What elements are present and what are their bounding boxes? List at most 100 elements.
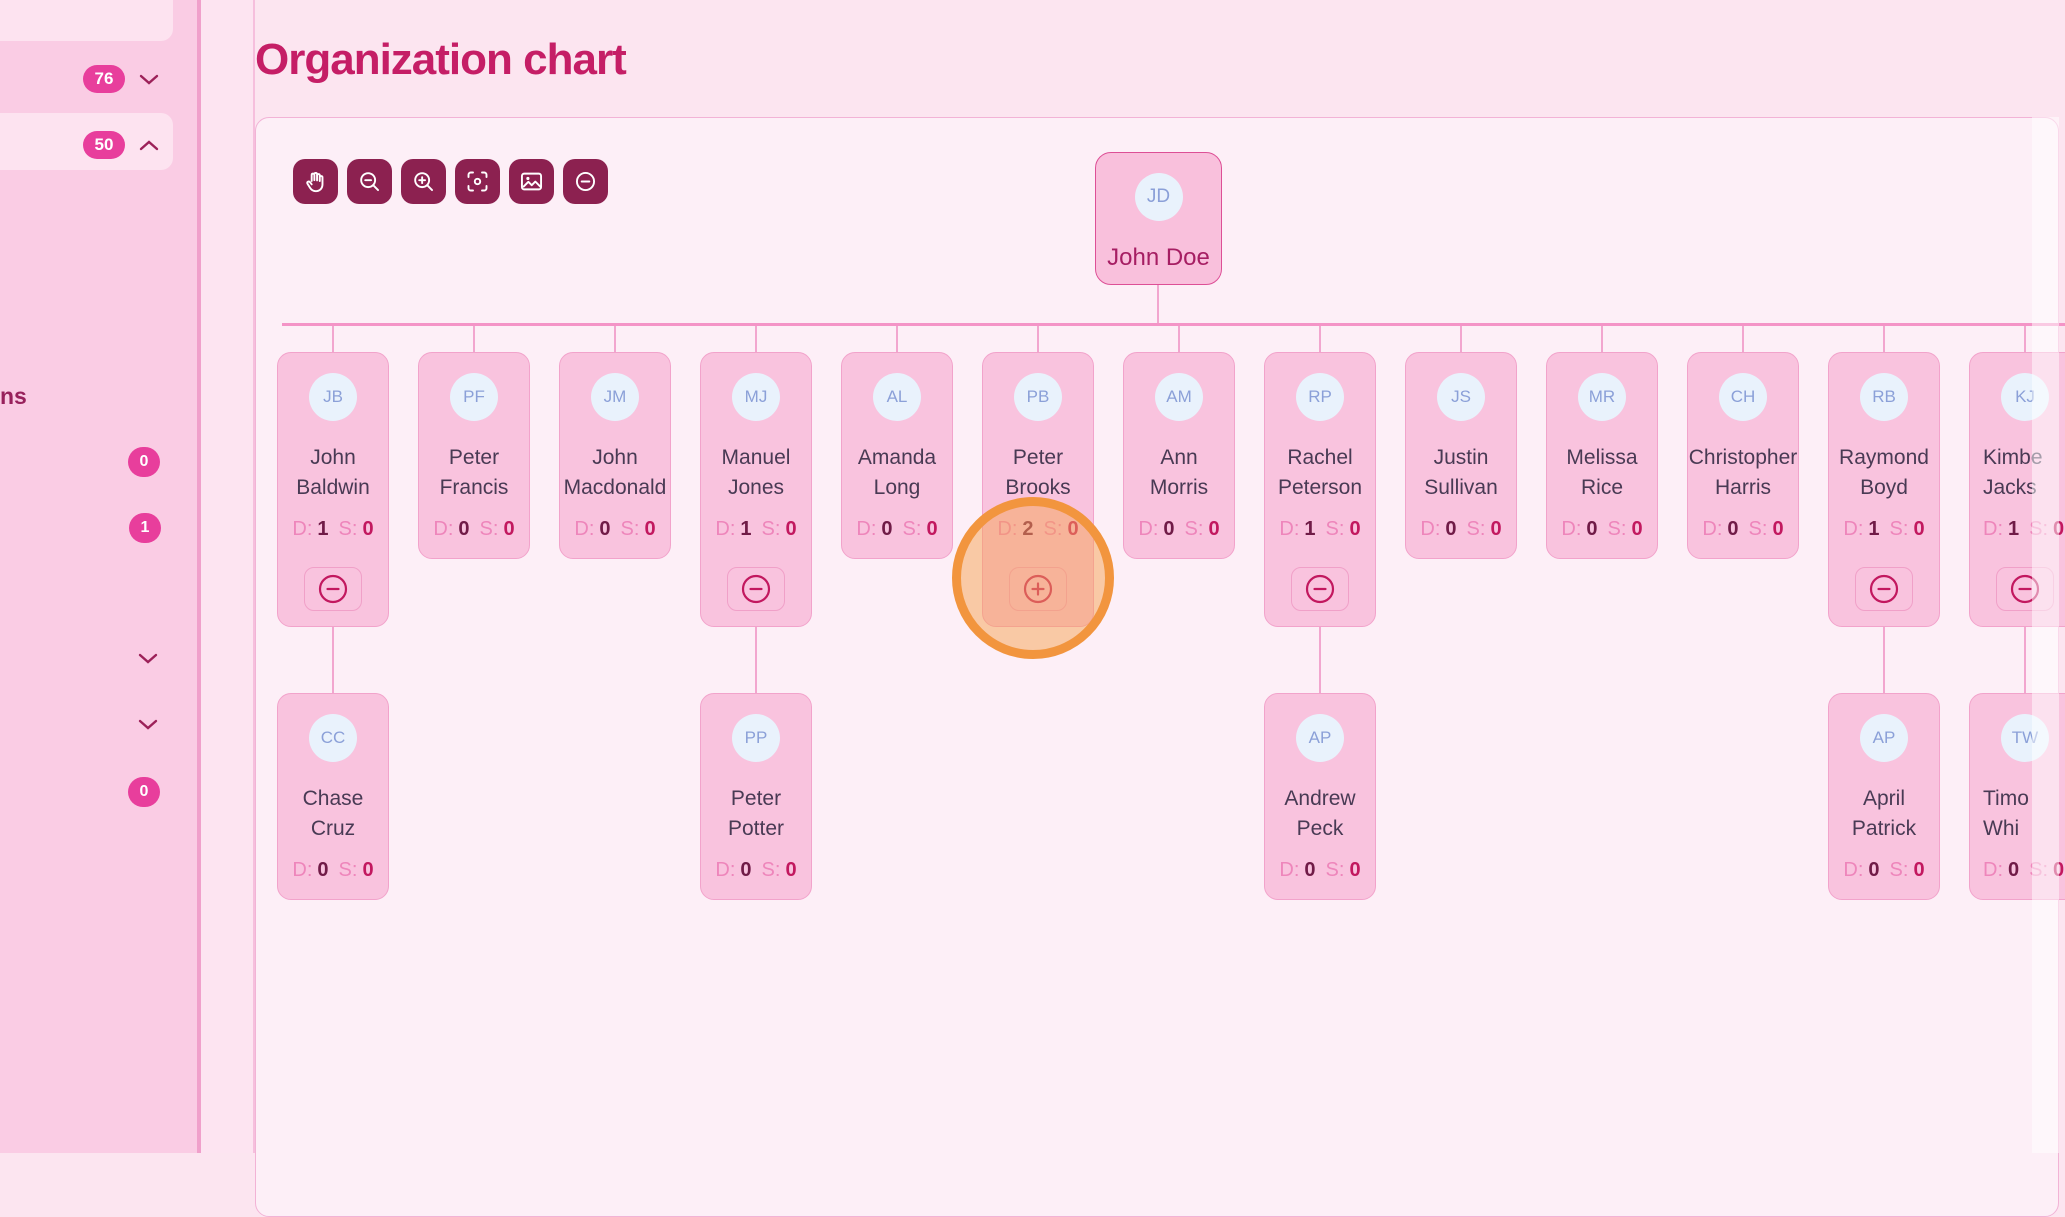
zoom-out-icon	[360, 172, 380, 192]
name-line-2: Boyd	[1860, 476, 1908, 499]
person-card[interactable]: JB John Baldwin D: 1 S: 0	[277, 352, 389, 627]
person-name: Justin Sullivan	[1406, 443, 1516, 503]
descendants-label: D:	[292, 859, 313, 881]
person-card[interactable]: RP Rachel Peterson D: 1 S: 0	[1264, 352, 1376, 627]
descendants-value: 0	[1727, 518, 1739, 540]
descendants-label: D:	[292, 518, 313, 540]
pan-tool-button[interactable]	[293, 159, 338, 204]
avatar-initials: RB	[1872, 387, 1896, 406]
siblings-value: 0	[1913, 518, 1925, 540]
person-name: Timo Whi	[1970, 784, 2065, 844]
expand-collapse-button[interactable]	[1855, 567, 1913, 611]
avatar-initials: CC	[320, 728, 346, 747]
screenshot-button[interactable]	[509, 159, 554, 204]
image-icon	[520, 172, 543, 191]
zoom-in-button[interactable]	[401, 159, 446, 204]
person-card[interactable]: CH Christopher Harris D: 0 S: 0	[1687, 352, 1799, 559]
siblings-value: 0	[1490, 518, 1502, 540]
avatar: MJ	[732, 373, 780, 421]
name-line-2: Jacks	[1983, 476, 2037, 499]
person-card[interactable]: AP April Patrick D: 0 S: 0	[1828, 693, 1940, 900]
person-card[interactable]: PP Peter Potter D: 0 S: 0	[700, 693, 812, 900]
avatar-initials: AP	[1872, 728, 1896, 747]
descendants-value: 0	[740, 859, 752, 881]
siblings-label: S:	[1325, 518, 1345, 540]
collapse-all-button[interactable]	[563, 159, 608, 204]
descendants-label: D:	[856, 518, 877, 540]
expand-collapse-button[interactable]	[727, 567, 785, 611]
sidebar-divider[interactable]	[197, 0, 201, 1153]
descendants-stats: D:1 S:0	[701, 518, 811, 541]
zoom-out-button[interactable]	[347, 159, 392, 204]
avatar: PP	[732, 714, 780, 762]
descendants-value: 1	[1304, 518, 1316, 540]
person-card[interactable]: JM John Macdonald D: 0 S: 0	[559, 352, 671, 559]
siblings-label: S:	[761, 518, 781, 540]
connector-line	[1883, 627, 1885, 693]
person-card[interactable]: RB Raymond Boyd D: 1 S: 0	[1828, 352, 1940, 627]
name-line-1: Peter	[448, 446, 500, 469]
name-line-1: Peter	[1012, 446, 1064, 469]
connector-line	[332, 627, 334, 693]
descendants-label: D:	[715, 518, 736, 540]
chevron-up-icon[interactable]	[139, 140, 159, 151]
sidebar-count-badge: 1	[129, 513, 161, 543]
scrollbar-gutter-overlay	[2032, 117, 2059, 1153]
sidebar-count-badge: 76	[83, 65, 125, 93]
chevron-down-icon[interactable]	[138, 719, 158, 730]
name-line-2: Macdonald	[563, 476, 667, 499]
zoom-in-icon	[414, 172, 434, 192]
avatar-initials: RP	[1308, 387, 1332, 406]
name-line-2: Morris	[1149, 476, 1209, 499]
person-card[interactable]: AP Andrew Peck D: 0 S: 0	[1264, 693, 1376, 900]
descendants-value: 0	[599, 518, 611, 540]
connector-line	[1037, 326, 1039, 352]
sidebar-cut-label: ns	[0, 383, 27, 409]
person-card[interactable]: AL Amanda Long D: 0 S: 0	[841, 352, 953, 559]
siblings-label: S:	[761, 859, 781, 881]
avatar-initials: PP	[744, 728, 768, 747]
descendants-value: 1	[2008, 518, 2020, 540]
expand-collapse-button[interactable]	[1009, 567, 1067, 611]
person-card[interactable]: CC Chase Cruz D: 0 S: 0	[277, 693, 389, 900]
connector-line	[2024, 326, 2026, 352]
root-person-card[interactable]: JD John Doe	[1095, 152, 1222, 285]
avatar-initials: JB	[323, 387, 343, 406]
person-card[interactable]: JS Justin Sullivan D: 0 S: 0	[1405, 352, 1517, 559]
siblings-label: S:	[1889, 859, 1909, 881]
connector-line	[1742, 326, 1744, 352]
person-card[interactable]: MR Melissa Rice D: 0 S: 0	[1546, 352, 1658, 559]
sidebar-count-badge: 0	[128, 447, 160, 477]
person-name: Peter Francis	[419, 443, 529, 503]
chevron-down-icon[interactable]	[139, 74, 159, 85]
descendants-label: D:	[715, 859, 736, 881]
name-line-2: Jones	[727, 476, 785, 499]
expand-collapse-button[interactable]	[1291, 567, 1349, 611]
name-line-2: Francis	[439, 476, 509, 499]
descendants-stats: D:1 S:0	[1265, 518, 1375, 541]
avatar: RP	[1296, 373, 1344, 421]
person-card[interactable]: AM Ann Morris D: 0 S: 0	[1123, 352, 1235, 559]
person-name: Peter Potter	[701, 784, 811, 844]
avatar-initials: MR	[1588, 387, 1616, 406]
avatar-initials: AP	[1308, 728, 1332, 747]
siblings-value: 0	[1349, 859, 1361, 881]
person-card[interactable]: MJ Manuel Jones D: 1 S: 0	[700, 352, 812, 627]
fit-view-button[interactable]	[455, 159, 500, 204]
chevron-down-icon[interactable]	[138, 653, 158, 664]
avatar-initials: JD	[1146, 186, 1171, 207]
expand-collapse-button[interactable]	[304, 567, 362, 611]
person-card[interactable]: PB Peter Brooks D: 2 S: 0	[982, 352, 1094, 627]
name-line-2: Cruz	[310, 817, 356, 840]
connector-line	[1178, 326, 1180, 352]
person-name: Manuel Jones	[701, 443, 811, 503]
person-card[interactable]: PF Peter Francis D: 0 S: 0	[418, 352, 530, 559]
sidebar-item-top[interactable]	[0, 0, 173, 41]
siblings-label: S:	[338, 518, 358, 540]
